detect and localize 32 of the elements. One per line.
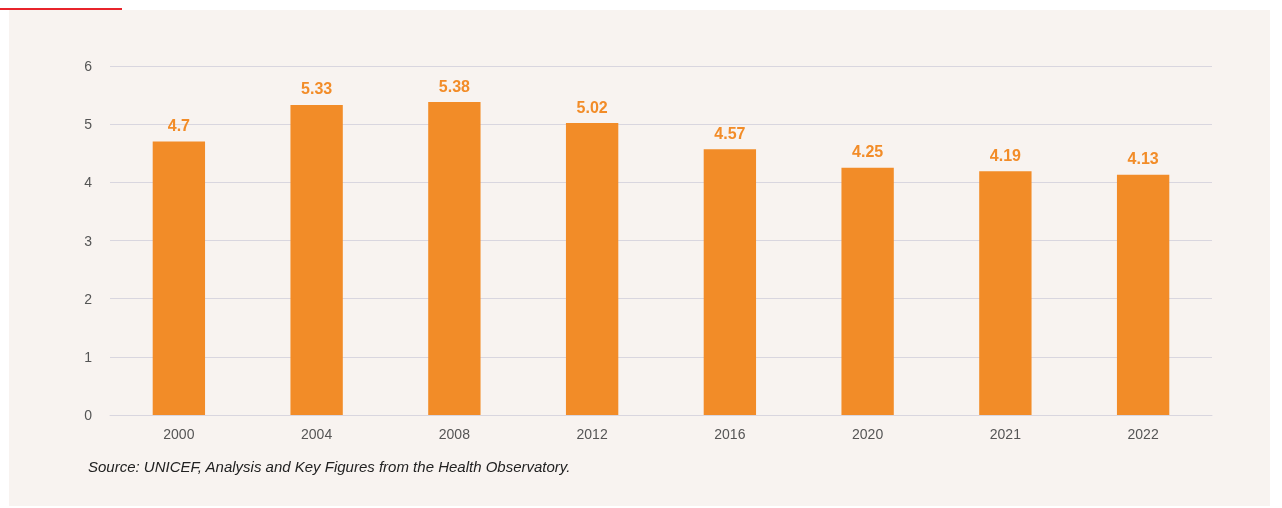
data-label: 4.19 [989,146,1022,164]
x-tick-label: 2012 [576,426,608,442]
y-tick-label: 2 [84,290,93,307]
data-label: 4.57 [714,124,746,142]
bar [152,141,206,415]
x-tick-label: 2020 [852,426,884,442]
data-label: 5.38 [438,77,471,95]
bar [565,123,619,415]
data-label: 5.02 [576,98,608,116]
y-tick-label: 0 [84,407,93,423]
x-tick-label: 2022 [1127,426,1159,442]
x-tick-label: 2004 [301,426,333,442]
bar [290,104,343,415]
bar [703,149,757,415]
y-tick-label: 3 [84,232,93,249]
y-tick-label: 1 [84,348,93,365]
x-tick-label: 2000 [163,426,195,442]
data-label: 4.13 [1127,150,1159,168]
x-tick-label: 2016 [714,426,746,442]
y-tick-label: 5 [84,116,93,133]
bar [428,102,481,415]
y-tick-label: 4 [84,174,93,191]
x-tick-label: 2008 [438,426,471,442]
y-tick-label: 6 [84,58,93,74]
bar [979,171,1032,415]
x-tick-label: 2021 [989,426,1022,442]
data-label: 5.33 [301,80,333,98]
data-label: 4.25 [852,143,884,161]
bar [1116,174,1170,415]
bar [841,167,894,415]
source-note: Source: UNICEF, Analysis and Key Figures from the Health Observatory. [88,458,571,475]
data-label: 4.7 [167,117,191,135]
